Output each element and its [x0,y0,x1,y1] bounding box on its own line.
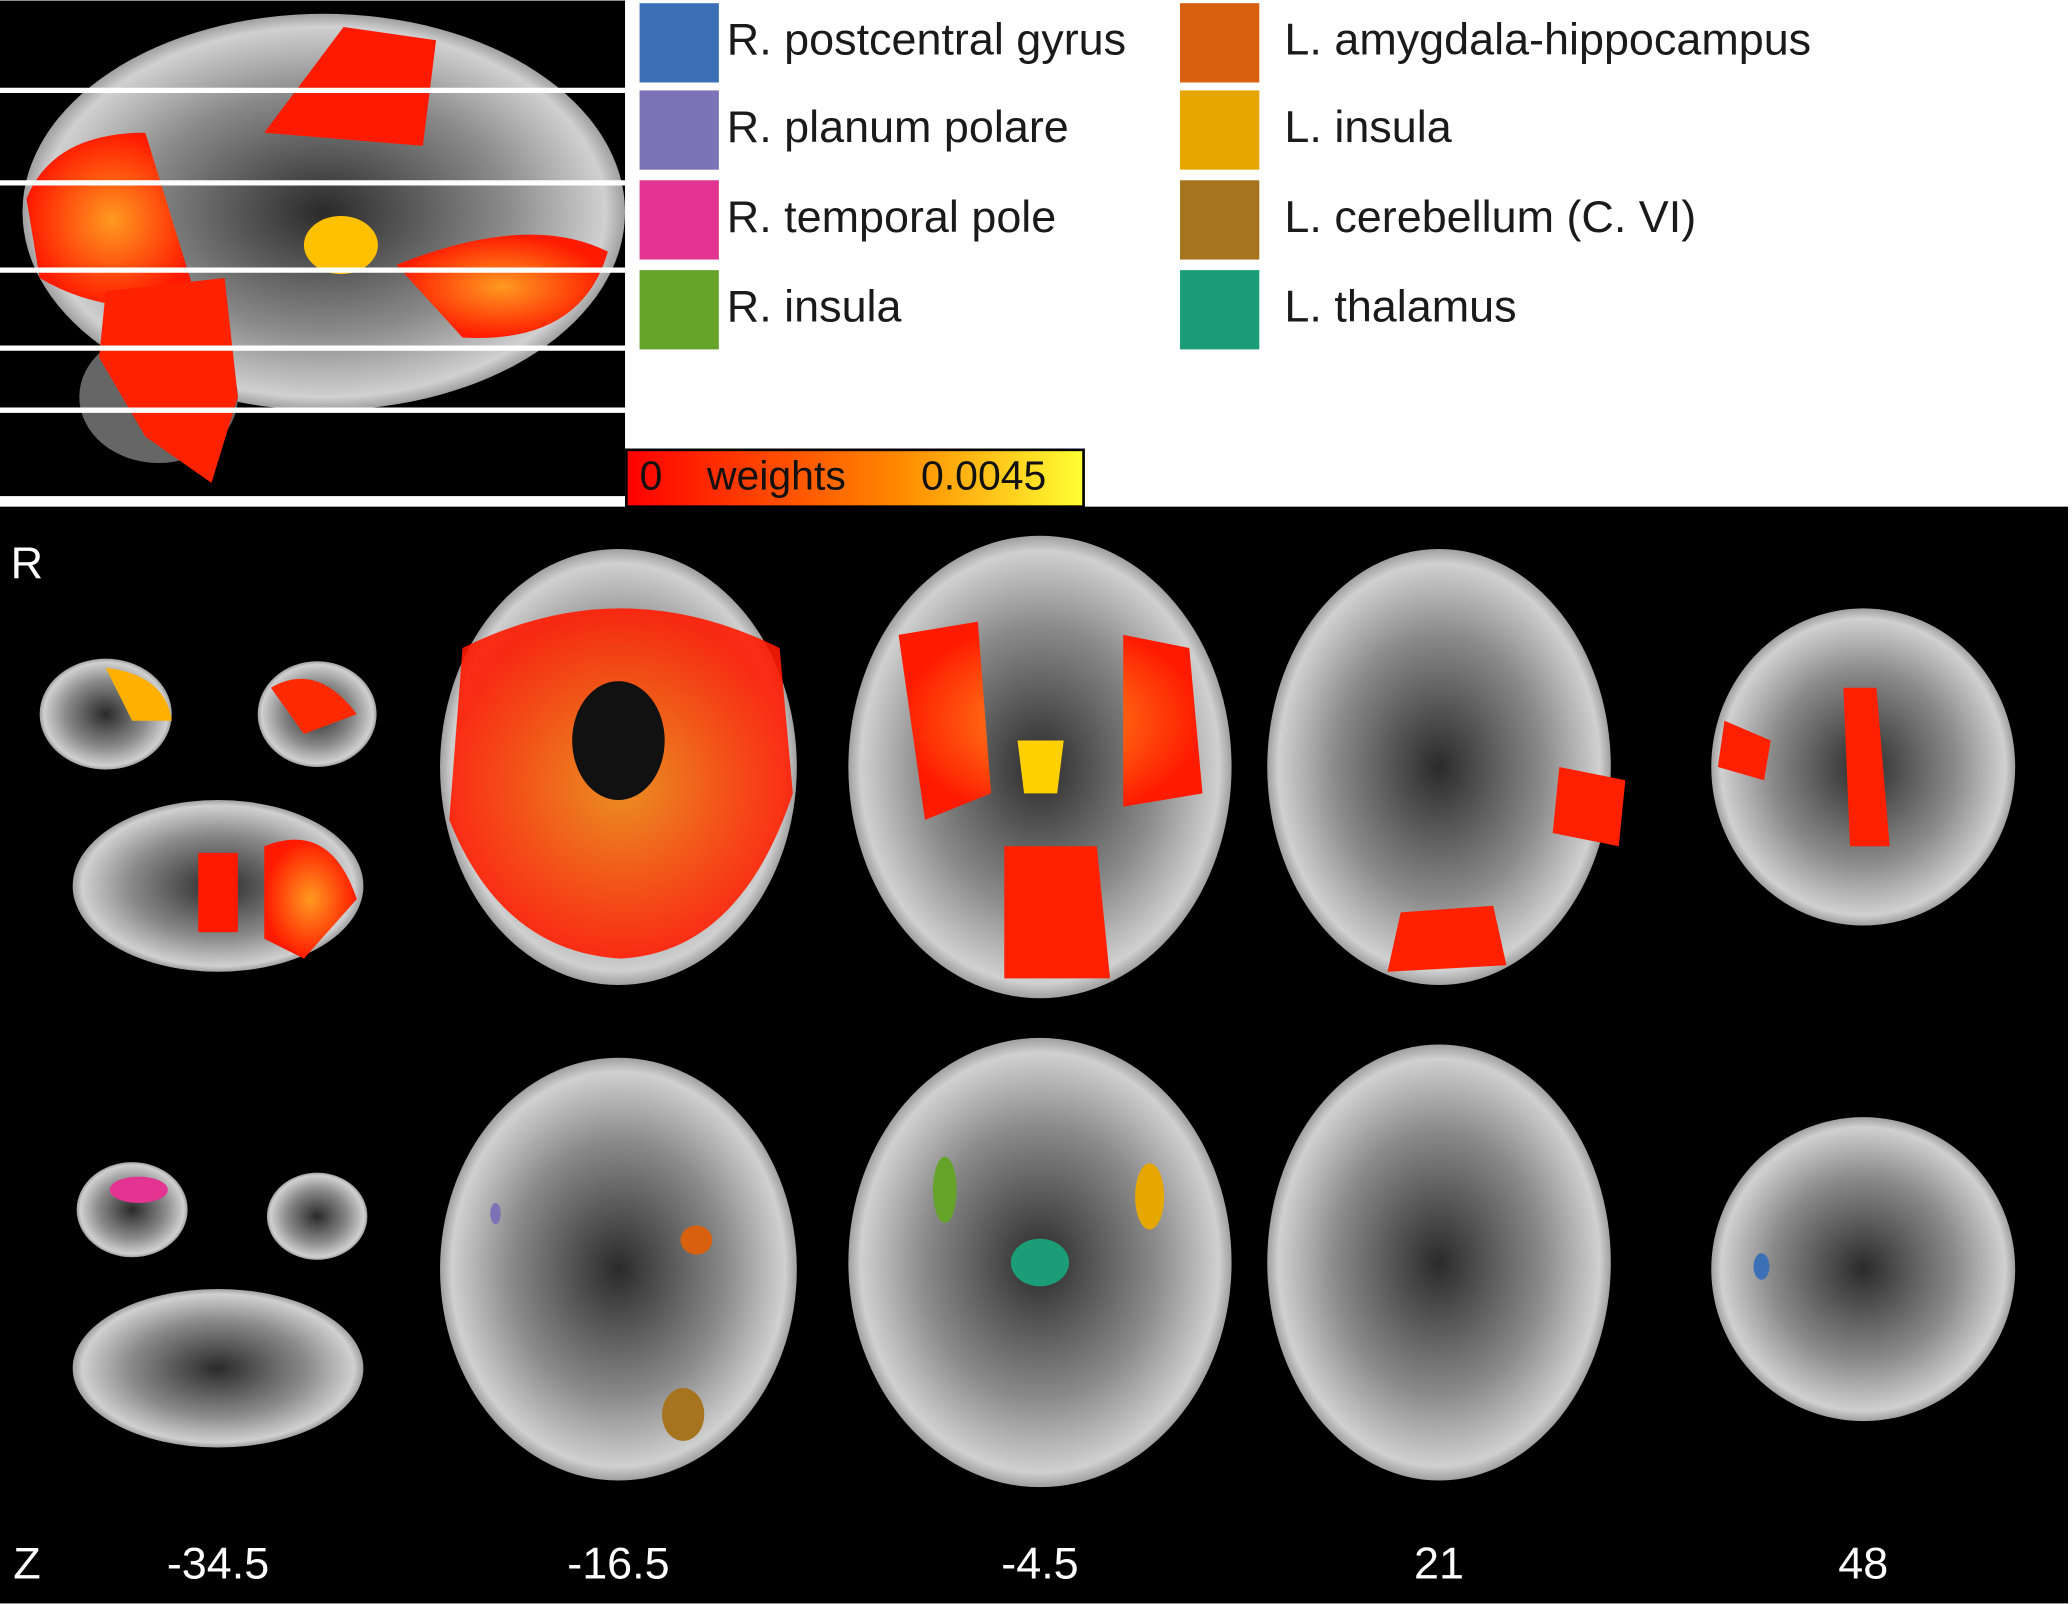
slice-label: 48 [1838,1537,1888,1588]
top-row [39,535,2016,999]
brain-region [1010,1238,1070,1287]
legend-swatch [1180,270,1260,350]
legend-label: L. cerebellum (C. VI) [1284,191,1696,242]
orientation-label: R [11,537,43,588]
brain-region [680,1225,713,1255]
legend-label: R. postcentral gyrus [727,14,1126,65]
brain-region [490,1203,501,1225]
brain-region [1753,1253,1770,1280]
brain-region [662,1388,705,1441]
legend-swatch [1180,180,1260,260]
slice-label: -16.5 [567,1537,669,1588]
colorbar-label: weights [706,453,846,499]
legend-swatch [639,3,719,83]
brain-region [932,1156,957,1223]
slice-label: 21 [1414,1537,1464,1588]
brain-region [1135,1163,1165,1230]
slice-label: -34.5 [167,1537,269,1588]
legend-label: R. insula [727,281,902,332]
legend-swatch [1180,90,1260,170]
brain-region [109,1176,168,1204]
legend-label: L. thalamus [1284,281,1516,332]
legend-label: L. insula [1284,101,1451,152]
colorbar-max: 0.0045 [921,453,1046,499]
axial-panel [0,506,2069,1604]
legend-swatch [639,270,719,350]
legend-swatch [639,90,719,170]
legend-label: R. planum polare [727,101,1069,152]
slice-label: -4.5 [1001,1537,1078,1588]
legend-label: L. amygdala-hippocampus [1284,14,1811,65]
legend-label: R. temporal pole [727,191,1056,242]
colorbar-min: 0 [640,453,663,499]
legend-swatch [639,180,719,260]
axis-label: Z [13,1537,40,1588]
colorbar [625,448,1085,508]
legend-swatch [1180,3,1260,83]
sagittal-panel [0,0,626,497]
bottom-row [72,1037,2016,1488]
